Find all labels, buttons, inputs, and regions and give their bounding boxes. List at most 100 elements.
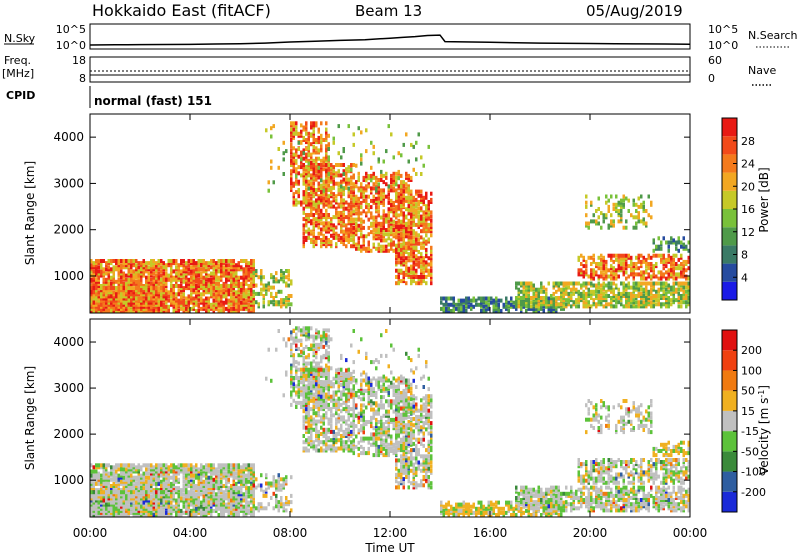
data-cell bbox=[307, 138, 310, 142]
data-cell bbox=[137, 281, 140, 286]
data-cell bbox=[217, 300, 220, 305]
data-cell bbox=[132, 463, 135, 468]
data-cell bbox=[357, 209, 360, 214]
data-cell bbox=[660, 242, 663, 247]
data-cell bbox=[417, 132, 420, 137]
data-cell bbox=[97, 298, 100, 303]
data-cell bbox=[612, 219, 615, 224]
data-cell bbox=[140, 284, 143, 288]
data-cell bbox=[150, 490, 153, 495]
data-cell bbox=[355, 225, 358, 230]
data-cell bbox=[95, 263, 98, 268]
data-cell bbox=[132, 273, 135, 278]
data-cell bbox=[632, 300, 635, 305]
data-cell bbox=[410, 225, 413, 229]
data-cell bbox=[187, 294, 190, 299]
data-cell bbox=[350, 163, 353, 167]
data-cell bbox=[650, 200, 653, 205]
data-cell bbox=[597, 285, 600, 290]
data-cell bbox=[577, 289, 580, 294]
data-cell bbox=[252, 294, 255, 298]
data-cell bbox=[410, 248, 413, 253]
data-cell bbox=[552, 298, 555, 303]
data-cell bbox=[555, 289, 558, 294]
data-cell bbox=[115, 463, 118, 468]
data-cell bbox=[685, 304, 688, 309]
data-cell bbox=[675, 253, 678, 258]
data-cell bbox=[215, 298, 218, 303]
data-cell bbox=[280, 304, 283, 309]
data-cell bbox=[92, 269, 95, 274]
data-cell bbox=[185, 275, 188, 280]
data-cell bbox=[205, 300, 208, 305]
data-cell bbox=[460, 302, 463, 307]
data-cell bbox=[655, 289, 658, 294]
data-cell bbox=[582, 281, 585, 286]
data-cell bbox=[155, 484, 158, 488]
data-cell bbox=[335, 231, 338, 236]
data-cell bbox=[427, 200, 430, 204]
data-cell bbox=[617, 287, 620, 292]
data-cell bbox=[420, 252, 423, 257]
data-cell bbox=[250, 261, 253, 266]
data-cell bbox=[227, 267, 230, 272]
data-cell bbox=[307, 179, 310, 184]
data-cell bbox=[205, 290, 208, 295]
data-cell bbox=[112, 481, 115, 486]
data-cell bbox=[222, 261, 225, 266]
data-cell bbox=[582, 300, 585, 305]
data-cell bbox=[165, 300, 168, 305]
data-cell bbox=[345, 185, 348, 190]
data-cell bbox=[607, 302, 610, 307]
data-cell bbox=[127, 306, 130, 311]
data-cell bbox=[552, 306, 555, 311]
data-cell bbox=[560, 281, 563, 286]
data-cell bbox=[532, 298, 535, 303]
data-cell bbox=[405, 250, 408, 254]
data-cell bbox=[542, 304, 545, 309]
data-cell bbox=[382, 194, 385, 199]
data-cell bbox=[125, 290, 128, 295]
data-cell bbox=[487, 306, 490, 311]
data-cell bbox=[517, 300, 520, 305]
data-cell bbox=[112, 300, 115, 305]
data-cell bbox=[367, 176, 370, 181]
data-cell bbox=[662, 289, 665, 294]
data-cell bbox=[302, 235, 305, 240]
data-cell bbox=[627, 294, 630, 298]
data-cell bbox=[357, 240, 360, 245]
data-cell bbox=[145, 298, 148, 303]
data-cell bbox=[517, 291, 520, 296]
data-cell bbox=[395, 208, 398, 213]
data-cell bbox=[125, 463, 128, 468]
data-cell bbox=[90, 302, 93, 307]
data-cell bbox=[140, 484, 143, 488]
data-cell bbox=[270, 273, 273, 278]
data-cell bbox=[125, 309, 128, 313]
data-cell bbox=[150, 463, 153, 468]
data-cell bbox=[122, 477, 125, 482]
data-cell bbox=[230, 300, 233, 305]
data-cell bbox=[622, 304, 625, 309]
data-cell bbox=[150, 277, 153, 282]
data-cell bbox=[262, 285, 265, 290]
data-cell bbox=[307, 167, 310, 172]
data-cell bbox=[250, 265, 253, 270]
data-cell bbox=[252, 302, 255, 307]
data-cell bbox=[485, 300, 488, 305]
data-cell bbox=[305, 229, 308, 234]
noise-right-tick-bottom: 10^0 bbox=[708, 39, 738, 52]
data-cell bbox=[122, 263, 125, 268]
data-cell bbox=[355, 184, 358, 189]
data-cell bbox=[332, 183, 335, 188]
data-cell bbox=[342, 172, 345, 176]
data-cell bbox=[225, 298, 228, 303]
data-cell bbox=[395, 229, 398, 234]
data-cell bbox=[630, 285, 633, 290]
data-cell bbox=[392, 211, 395, 216]
data-cell bbox=[112, 471, 115, 476]
data-cell bbox=[647, 302, 650, 307]
data-cell bbox=[407, 186, 410, 191]
data-cell bbox=[245, 302, 248, 307]
data-cell bbox=[360, 192, 363, 197]
